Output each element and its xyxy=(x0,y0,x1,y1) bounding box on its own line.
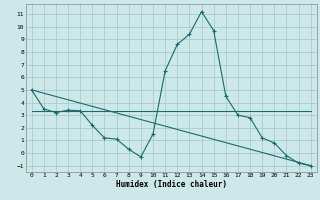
X-axis label: Humidex (Indice chaleur): Humidex (Indice chaleur) xyxy=(116,180,227,189)
